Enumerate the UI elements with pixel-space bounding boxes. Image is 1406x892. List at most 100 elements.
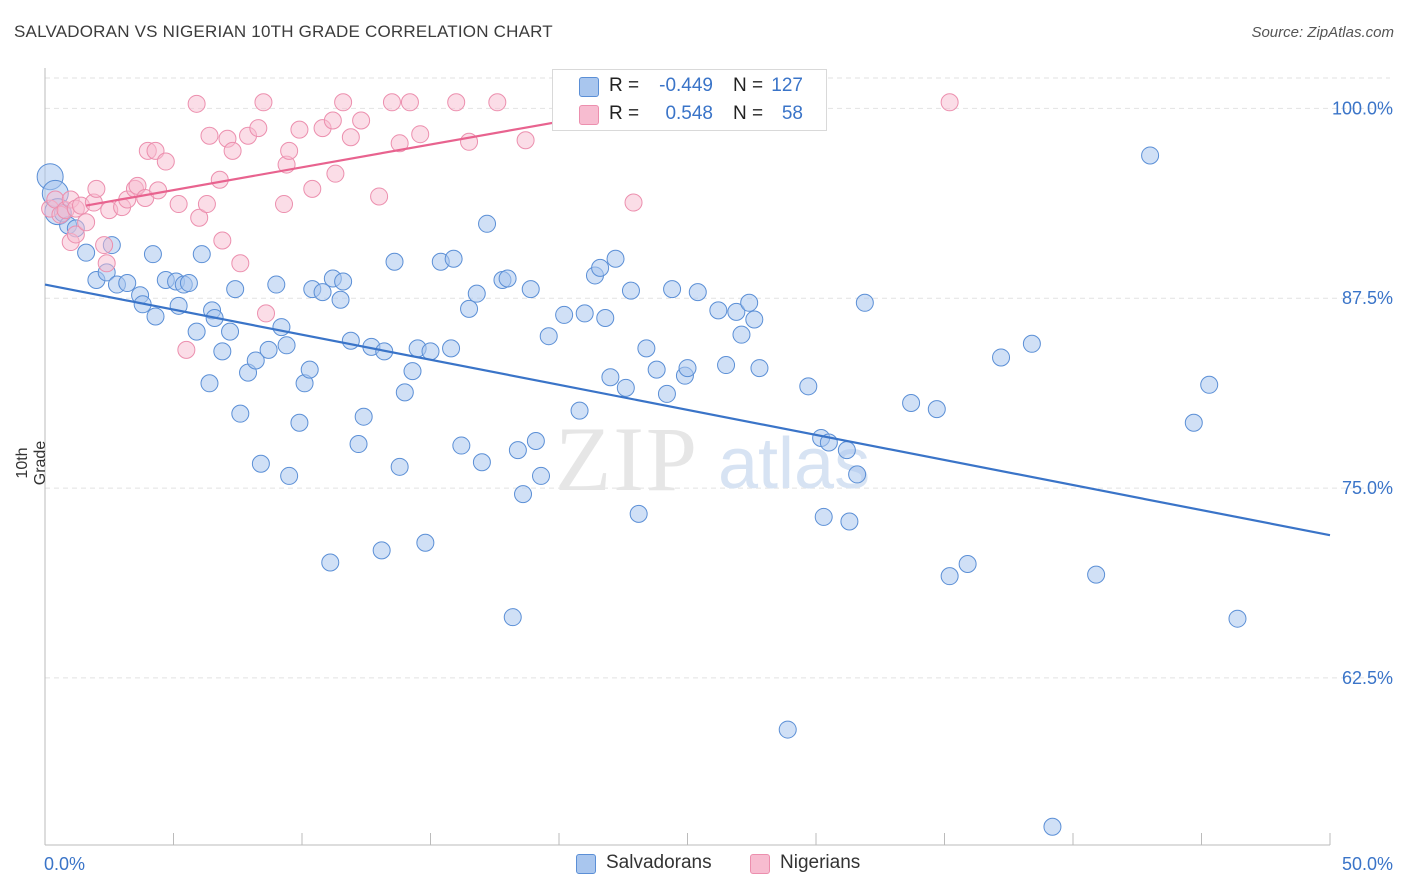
salvadoran-point [372,541,391,560]
nigerian-point [87,179,106,198]
salvadoran-point [290,413,309,432]
salvadoran-point [992,348,1011,367]
legend-salvadorans-swatch [576,854,596,874]
nigerians-swatch [579,105,599,125]
salvadoran-point [472,453,491,472]
source-label: Source: ZipAtlas.com [1251,24,1394,41]
salvadoran-point [118,274,137,293]
salvadoran-point [514,485,533,504]
nigerians-r-value: 0.548 [665,103,713,124]
salvadoran-point [1200,375,1219,394]
salvadoran-point [740,293,759,312]
salvadoran-point [467,284,486,303]
salvadoran-point [280,466,299,485]
salvadoran-point [601,368,620,387]
salvadoran-point [663,280,682,299]
nigerians-n-label: N = [733,103,764,124]
salvadoran-point [321,553,340,572]
salvadoran-point [799,377,818,396]
nigerian-point [223,141,242,160]
salvadoran-point [442,339,461,358]
salvadoran-point [508,441,527,460]
salvadoran-point [709,301,728,320]
salvadoran-point [1022,334,1041,353]
nigerian-point [352,111,371,130]
salvadoran-point [657,384,676,403]
salvadoran-point [179,274,198,293]
salvadoran-point [390,457,409,476]
salvadoran-point [678,359,697,378]
salvadoran-point [855,293,874,312]
nigerian-point [177,340,196,359]
nigerian-point [400,93,419,112]
nigerian-point [254,93,273,112]
salvadorans-series [36,91,1247,836]
nigerian-point [213,231,232,250]
nigerian-point [200,126,219,145]
salvadoran-point [629,504,648,523]
nigerian-point [326,164,345,183]
nigerian-point [231,254,250,273]
salvadoran-point [1184,413,1203,432]
salvadorans-trend-line [44,283,1331,537]
salvadoran-point [187,322,206,341]
watermark-atlas: atlas [718,424,870,504]
salvadoran-point [349,435,368,454]
nigerian-point [190,208,209,227]
legend-nigerians-label: Nigerians [780,852,861,873]
tick-labels: 62.5% 75.0% 87.5% 100.0% 0.0% 50.0% [44,98,1393,874]
legend-nigerians-swatch [750,854,770,874]
salvadoran-point [77,243,96,262]
nigerian-point [624,193,643,212]
salvadoran-point [717,356,736,375]
salvadoran-point [416,533,435,552]
salvadorans-n-label: N = [733,75,764,96]
salvadoran-point [498,269,517,288]
salvadoran-point [637,339,656,358]
salvadoran-point [575,304,594,323]
nigerians-n-value: 58 [781,103,803,124]
salvadoran-point [750,359,769,378]
salvadoran-point [837,441,856,460]
salvadoran-point [331,290,350,309]
y-tick-label: 100.0% [1332,98,1393,118]
salvadoran-point [521,280,540,299]
y-tick-label: 87.5% [1342,288,1393,308]
salvadoran-point [1141,146,1160,165]
salvadoran-point [146,307,165,326]
salvadoran-point [385,252,404,271]
x-tick-label-max: 50.0% [1342,854,1393,874]
nigerian-point [303,179,322,198]
y-tick-label: 62.5% [1342,668,1393,688]
nigerian-point [516,131,535,150]
nigerian-point [156,152,175,171]
nigerian-point [940,93,959,112]
salvadoran-point [555,305,574,324]
salvadoran-point [940,567,959,586]
nigerian-point [249,119,268,138]
nigerian-point [341,128,360,147]
salvadoran-point [621,281,640,300]
stats-row-salvadorans: R = -0.449 N = 127 [553,72,826,100]
salvadoran-point [814,507,833,526]
nigerian-point [97,254,116,273]
salvadoran-point [226,280,245,299]
nigerian-point [95,236,114,255]
salvadoran-point [591,258,610,277]
salvadoran-point [958,555,977,574]
stats-box: R = -0.449 N = 127 R = 0.548 N = 58 [552,69,827,131]
salvadoran-point [927,400,946,419]
x-tick-label-min: 0.0% [44,854,85,874]
nigerian-point [149,181,168,200]
nigerian-point [257,304,276,323]
salvadoran-point [902,394,921,413]
nigerian-point [488,93,507,112]
salvadoran-point [596,308,615,327]
salvadoran-point [354,407,373,426]
salvadoran-point [647,360,666,379]
legend-salvadorans-label: Salvadorans [606,852,712,873]
nigerian-point [280,141,299,160]
legend: Salvadorans Nigerians [0,851,1406,879]
salvadoran-point [246,351,265,370]
